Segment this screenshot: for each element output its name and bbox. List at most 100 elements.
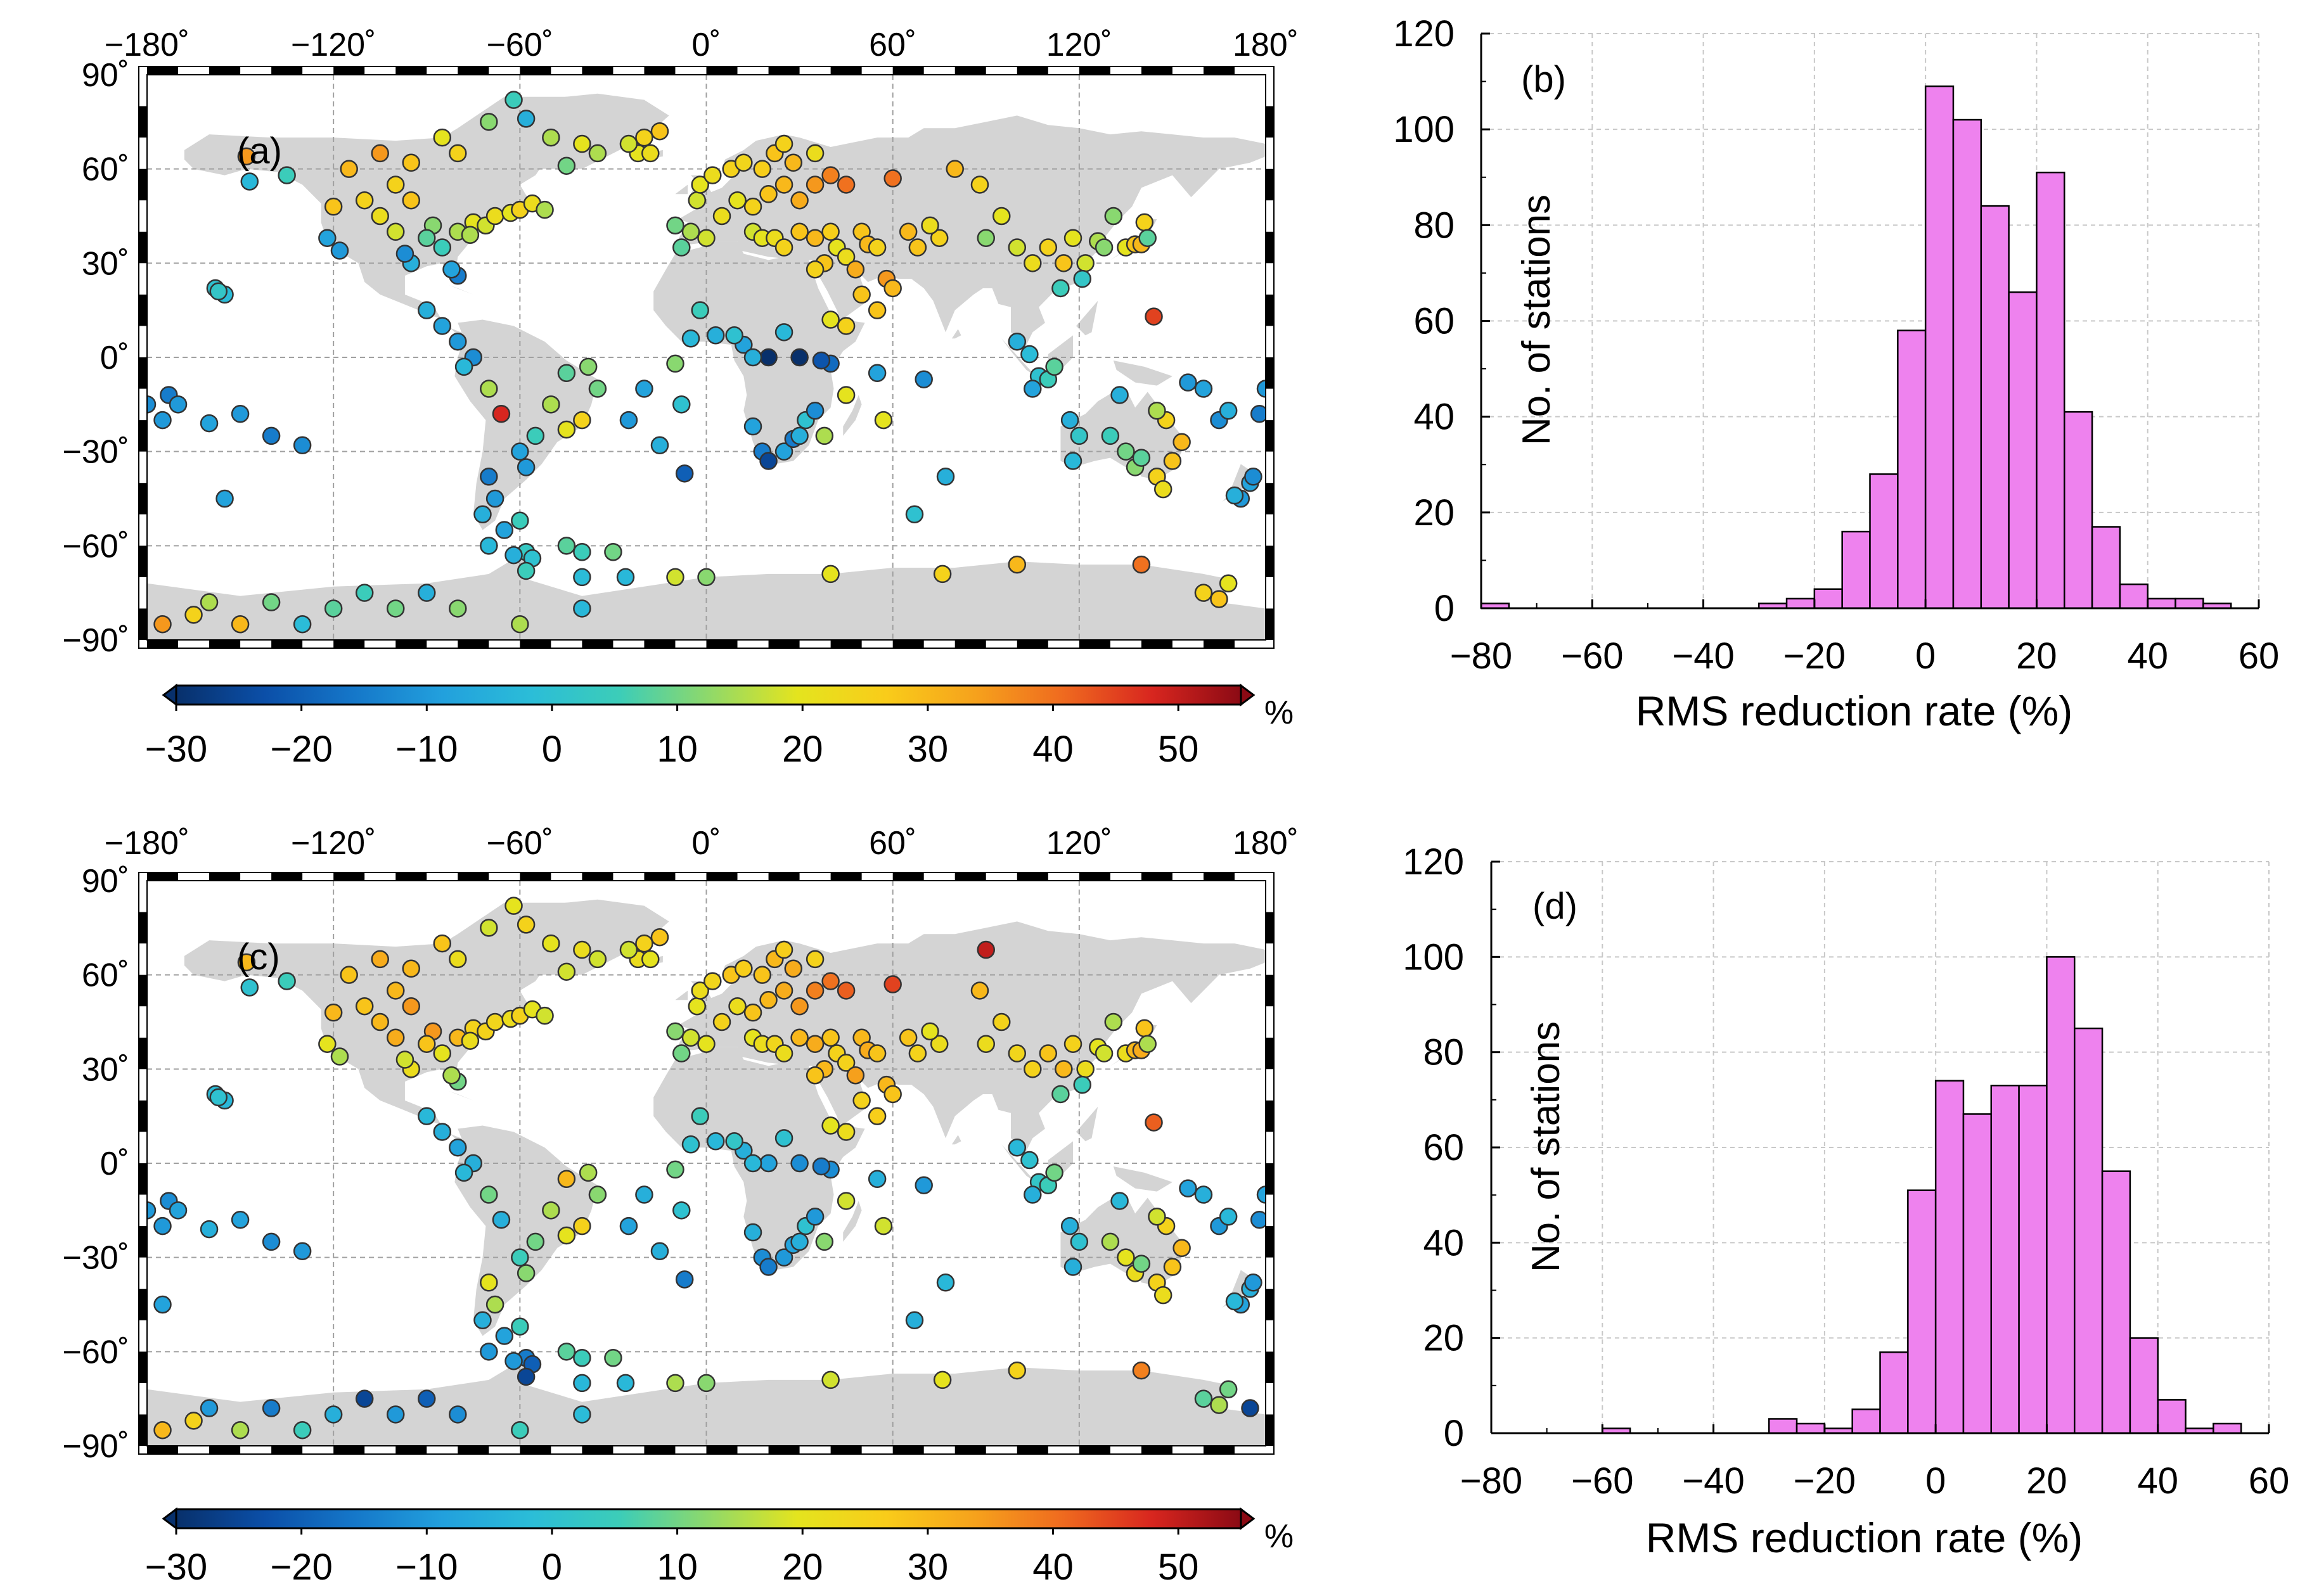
map-y-tick-label: 60˚	[82, 957, 129, 994]
frame-segment	[520, 872, 551, 881]
station-marker	[815, 426, 834, 445]
station-marker	[1117, 1248, 1135, 1267]
frame-segment	[768, 640, 800, 648]
station-marker	[1073, 1075, 1091, 1094]
station-marker	[340, 966, 358, 984]
frame-segment	[644, 1446, 676, 1454]
station-marker	[806, 176, 825, 194]
frame-segment	[520, 1446, 551, 1454]
station-marker	[616, 1374, 635, 1393]
station-marker	[921, 216, 939, 235]
station-marker	[703, 166, 722, 184]
station-marker	[666, 354, 684, 373]
histogram-bar	[2129, 1337, 2159, 1434]
histogram-bar	[2091, 526, 2121, 610]
y-tick-label: 100	[1403, 936, 1464, 978]
station-marker	[619, 1216, 638, 1235]
histogram-bar	[1962, 1113, 1993, 1434]
station-marker	[936, 468, 955, 486]
station-marker	[433, 1123, 452, 1141]
station-marker	[262, 1399, 281, 1417]
station-marker	[153, 1216, 172, 1235]
station-marker	[821, 565, 840, 584]
station-marker	[681, 1135, 700, 1154]
station-marker	[1104, 1012, 1123, 1031]
station-marker	[1045, 357, 1063, 376]
station-marker	[237, 953, 256, 972]
station-marker	[262, 1232, 281, 1251]
station-marker	[899, 1028, 918, 1047]
x-axis-label: RMS reduction rate (%)	[1646, 1514, 2083, 1561]
station-marker	[418, 1389, 436, 1408]
colorbar-tick-label: 20	[782, 729, 823, 770]
station-marker	[278, 972, 296, 990]
station-marker	[504, 1351, 523, 1370]
station-marker	[666, 216, 684, 235]
histogram-bar	[1924, 85, 1955, 610]
frame-segment	[768, 872, 800, 881]
map-panel-c: −180˚ −120˚ −60˚ 0˚ 60˚ 120˚ 180˚ 90˚ 60˚ 30˚ 0˚ −3…	[62, 825, 1299, 1465]
station-marker	[386, 176, 405, 194]
frame-segment	[139, 1289, 147, 1320]
frame-segment	[892, 640, 924, 648]
frame-segment	[1141, 67, 1172, 75]
frame-segment	[954, 1446, 986, 1454]
frame-segment	[1266, 546, 1274, 577]
y-axis-label: No. of stations	[1515, 195, 1558, 445]
station-marker	[1153, 1286, 1172, 1305]
station-marker	[485, 1295, 504, 1314]
frame-segment	[830, 640, 862, 648]
frame-segment	[147, 67, 179, 75]
station-marker	[868, 364, 887, 383]
histogram-bar	[1952, 118, 1982, 610]
station-marker	[418, 229, 436, 247]
station-marker	[691, 1107, 709, 1125]
station-marker	[449, 144, 467, 163]
station-marker	[511, 1420, 529, 1440]
station-marker	[517, 916, 536, 934]
frame-segment	[271, 67, 303, 75]
station-marker	[790, 1232, 809, 1251]
frame-segment	[395, 67, 427, 75]
frame-segment	[271, 872, 303, 881]
station-marker	[743, 348, 762, 367]
y-tick-label: 40	[1423, 1222, 1464, 1263]
station-marker	[672, 1044, 691, 1063]
station-marker	[821, 310, 840, 329]
station-marker	[933, 1370, 952, 1389]
station-marker	[930, 229, 949, 247]
station-marker	[200, 1220, 219, 1239]
station-marker	[1132, 1254, 1151, 1273]
colorbar-tick-label: −10	[395, 1547, 458, 1588]
station-marker	[666, 1160, 684, 1179]
map-y-tick-label: −90˚	[62, 1428, 129, 1465]
frame-segment	[139, 169, 147, 201]
station-marker	[883, 279, 902, 298]
frame-segment	[582, 67, 613, 75]
histogram-bars	[1602, 956, 2242, 1434]
station-marker	[837, 1054, 856, 1072]
frame-segment	[139, 231, 147, 264]
station-marker	[675, 1270, 694, 1289]
histogram-bar	[2046, 956, 2076, 1434]
station-marker	[635, 128, 653, 147]
histogram-d: −80 −60 −40 −20 0 20 40 60 0 20 40 60 80 100 120 (d) No.…	[1403, 841, 2289, 1561]
station-marker	[492, 1210, 511, 1229]
station-marker	[697, 229, 716, 247]
x-tick-label: −40	[1672, 635, 1734, 677]
x-tick-label: 20	[2016, 635, 2057, 677]
station-marker	[672, 395, 691, 414]
frame-segment	[1079, 872, 1110, 881]
station-marker	[200, 593, 219, 611]
station-marker	[1020, 1151, 1039, 1170]
station-marker	[1110, 386, 1129, 404]
map-y-tick-label: −60˚	[62, 1334, 129, 1370]
map-y-tick-label: 90˚	[82, 57, 129, 94]
station-marker	[1244, 468, 1262, 486]
frame-segment	[582, 640, 613, 648]
x-tick-label: 0	[1925, 1460, 1946, 1502]
station-marker	[184, 1412, 203, 1430]
station-marker	[774, 1248, 793, 1267]
map-x-tick-label: −120˚	[291, 825, 376, 862]
station-marker	[650, 1242, 669, 1261]
